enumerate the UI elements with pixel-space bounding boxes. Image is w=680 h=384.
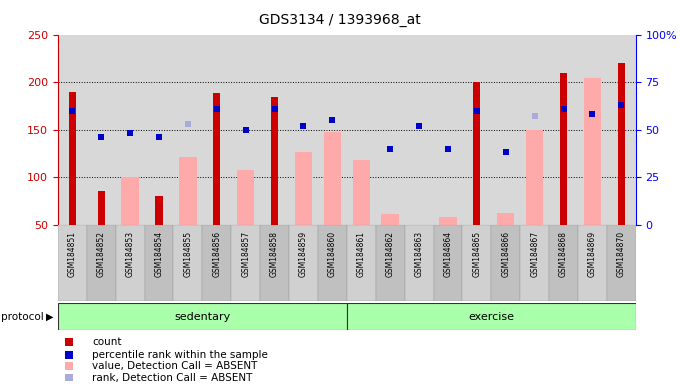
Text: protocol: protocol (1, 312, 44, 322)
Text: GSM184870: GSM184870 (617, 231, 626, 277)
Bar (617, 63, 625, 225)
Text: count: count (92, 338, 122, 348)
Text: GSM184867: GSM184867 (530, 231, 539, 277)
Text: GSM184859: GSM184859 (299, 231, 308, 277)
Text: GSM184857: GSM184857 (241, 231, 250, 277)
Bar (549, 225, 578, 301)
Text: ▶: ▶ (46, 312, 54, 322)
Bar (607, 225, 636, 301)
Bar (58, 303, 347, 330)
Text: percentile rank within the sample: percentile rank within the sample (92, 350, 269, 360)
Bar (520, 225, 549, 301)
Text: GDS3134 / 1393968_at: GDS3134 / 1393968_at (259, 13, 421, 27)
Bar (473, 82, 481, 225)
Text: GSM184856: GSM184856 (212, 231, 221, 277)
Bar (492, 225, 520, 301)
Bar (97, 191, 105, 225)
Text: GSM184868: GSM184868 (559, 231, 568, 277)
Bar (237, 170, 254, 225)
Bar (213, 93, 220, 225)
Text: GSM184854: GSM184854 (154, 231, 163, 277)
Bar (260, 225, 289, 301)
Bar (439, 217, 457, 225)
Text: sedentary: sedentary (174, 312, 231, 322)
Bar (173, 225, 203, 301)
Bar (180, 157, 197, 225)
Bar (87, 225, 116, 301)
Bar (497, 213, 515, 225)
Bar (434, 225, 462, 301)
Bar (578, 225, 607, 301)
Bar (462, 225, 492, 301)
Text: exercise: exercise (469, 312, 514, 322)
Text: GSM184861: GSM184861 (357, 231, 366, 277)
Bar (318, 225, 347, 301)
Text: GSM184852: GSM184852 (97, 231, 105, 277)
Bar (155, 196, 163, 225)
Bar (584, 78, 601, 225)
Bar (203, 225, 231, 301)
Text: GSM184865: GSM184865 (473, 231, 481, 277)
Bar (353, 160, 370, 225)
Text: GSM184851: GSM184851 (68, 231, 77, 277)
Bar (231, 225, 260, 301)
Text: GSM184869: GSM184869 (588, 231, 597, 277)
Text: value, Detection Call = ABSENT: value, Detection Call = ABSENT (92, 361, 258, 371)
Bar (116, 225, 144, 301)
Bar (526, 130, 543, 225)
Text: rank, Detection Call = ABSENT: rank, Detection Call = ABSENT (92, 373, 253, 383)
Text: GSM184855: GSM184855 (184, 231, 192, 277)
Bar (347, 225, 376, 301)
Text: GSM184863: GSM184863 (415, 231, 424, 277)
Text: GSM184858: GSM184858 (270, 231, 279, 277)
Bar (560, 73, 567, 225)
Bar (289, 225, 318, 301)
Text: GSM184864: GSM184864 (443, 231, 452, 277)
Bar (405, 225, 434, 301)
Bar (347, 303, 636, 330)
Text: GSM184860: GSM184860 (328, 231, 337, 277)
Bar (381, 214, 398, 225)
Bar (144, 225, 173, 301)
Bar (122, 177, 139, 225)
Bar (324, 131, 341, 225)
Text: GSM184853: GSM184853 (126, 231, 135, 277)
Bar (58, 225, 87, 301)
Text: GSM184866: GSM184866 (501, 231, 510, 277)
Bar (376, 225, 405, 301)
Text: GSM184862: GSM184862 (386, 231, 394, 277)
Bar (69, 92, 76, 225)
Bar (295, 152, 312, 225)
Bar (271, 97, 278, 225)
